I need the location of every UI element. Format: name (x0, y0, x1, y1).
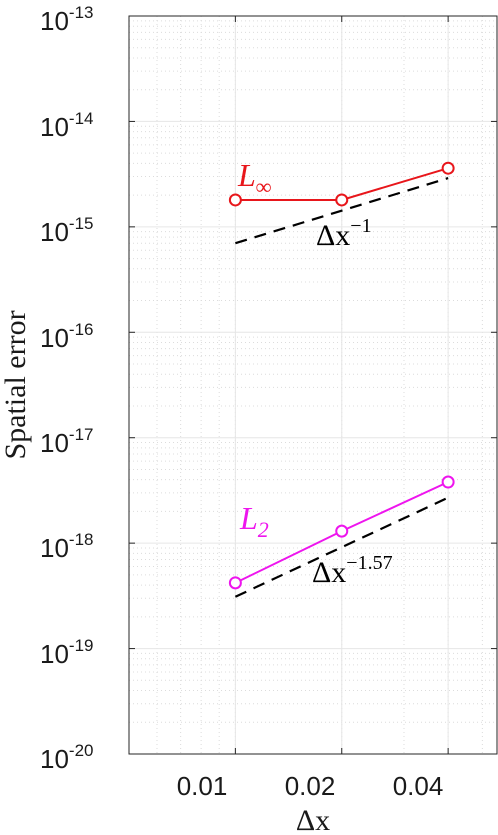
y-tick-label: 10-16 (40, 320, 94, 353)
plot-frame (128, 15, 498, 755)
axis-ticks (129, 15, 497, 755)
series-label-linf: L∞ (237, 157, 272, 199)
data-point-linf (441, 161, 455, 175)
y-tick-label: 10-17 (40, 425, 94, 458)
data-point-l2 (228, 576, 242, 590)
data-point-linf (335, 193, 349, 207)
x-tick-label: 0.04 (393, 771, 444, 801)
y-tick-label: 10-19 (40, 636, 94, 669)
x-tick-label: 0.01 (177, 771, 228, 801)
y-tick-label: 10-13 (40, 3, 94, 36)
series-label-l2: L2 (239, 500, 269, 542)
data-point-l2 (441, 475, 455, 489)
reference-lines (234, 177, 449, 598)
reference-line-1 (235, 177, 449, 245)
y-tick-label: 10-20 (40, 741, 94, 774)
x-axis-title: Δx (296, 804, 330, 835)
y-axis-title: Spatial error (0, 310, 32, 459)
y-tick-label: 10-15 (40, 214, 94, 247)
x-tick-label: 0.02 (285, 771, 336, 801)
minor-grid (129, 16, 497, 754)
y-tick-labels: 10-13 10-14 10-15 10-16 10-17 10-18 10-1… (40, 3, 94, 774)
reference-label-1: Δx−1 (316, 215, 372, 252)
x-tick-labels: 0.01 0.02 0.04 (177, 771, 444, 801)
y-tick-label: 10-18 (40, 530, 94, 563)
plot-area (129, 16, 497, 754)
series-markers (228, 161, 455, 590)
data-point-l2 (335, 524, 349, 538)
data-point-linf (228, 193, 242, 207)
reference-label-2: Δx−1.57 (312, 552, 393, 589)
y-tick-label: 10-14 (40, 109, 94, 142)
